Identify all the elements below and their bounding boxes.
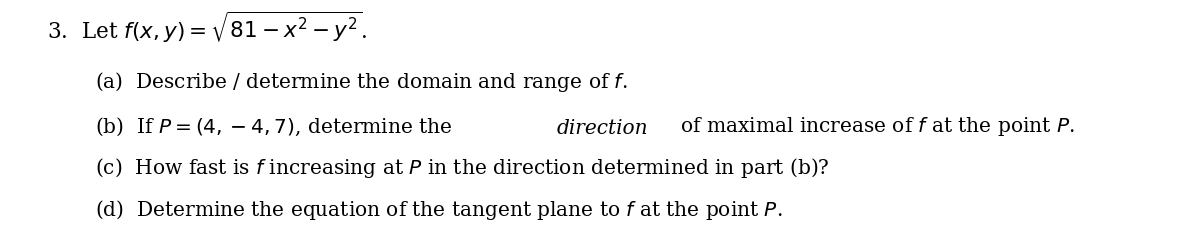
Text: direction: direction	[556, 118, 648, 137]
Text: (c)  How fast is $f$ increasing at $P$ in the direction determined in part (b)?: (c) How fast is $f$ increasing at $P$ in…	[95, 155, 829, 179]
Text: of maximal increase of $f$ at the point $P$.: of maximal increase of $f$ at the point …	[674, 114, 1075, 137]
Text: (a)  Describe / determine the domain and range of $f$.: (a) Describe / determine the domain and …	[95, 69, 628, 93]
Text: (d)  Determine the equation of the tangent plane to $f$ at the point $P$.: (d) Determine the equation of the tangen…	[95, 197, 782, 221]
Text: 3.  Let $f(x, y) = \sqrt{81 - x^2 - y^2}$.: 3. Let $f(x, y) = \sqrt{81 - x^2 - y^2}$…	[47, 10, 367, 45]
Text: (b)  If $P = (4, -4, 7)$, determine the: (b) If $P = (4, -4, 7)$, determine the	[95, 115, 454, 137]
